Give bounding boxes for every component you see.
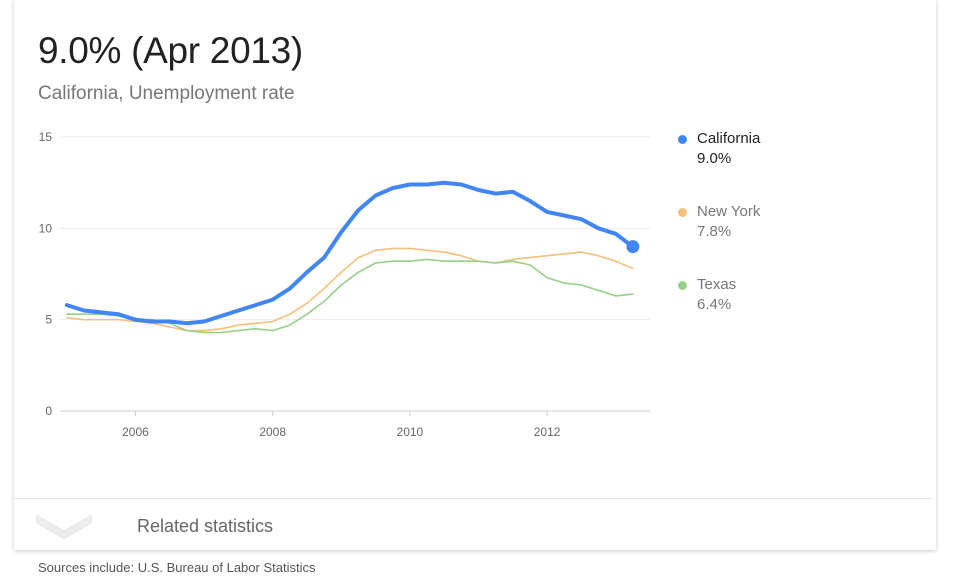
legend-series-value: 9.0%: [697, 150, 732, 167]
x-tick-label: 2012: [534, 425, 561, 439]
chart-subtitle: California, Unemployment rate: [38, 83, 295, 104]
series-line-california: [64, 180, 635, 326]
series-line-new-york: [66, 247, 634, 332]
legend-series-name: New York: [697, 203, 761, 220]
sources-note: Sources include: U.S. Bureau of Labor St…: [38, 560, 316, 575]
legend-dot: [678, 208, 687, 217]
x-tick-label: 2008: [259, 425, 286, 439]
x-tick-label: 2010: [397, 425, 424, 439]
chart-card: [14, 0, 936, 550]
legend-dot: [678, 135, 687, 144]
x-tick-label: 2006: [122, 425, 149, 439]
series-endpoint-california: [626, 240, 640, 254]
legend-dot: [678, 281, 687, 290]
headline-value: 9.0% (Apr 2013): [38, 30, 303, 71]
chevron-down-icon[interactable]: [36, 510, 92, 542]
legend-series-value: 7.8%: [697, 223, 732, 240]
y-tick-label: 0: [45, 404, 52, 418]
legend-series-name: California: [697, 130, 761, 147]
legend-series-name: Texas: [697, 276, 737, 293]
y-tick-label: 15: [39, 130, 53, 144]
y-tick-label: 10: [39, 221, 53, 235]
divider: [14, 498, 932, 499]
legend-series-value: 6.4%: [697, 296, 732, 313]
y-tick-label: 5: [45, 313, 52, 327]
related-statistics-link[interactable]: Related statistics: [137, 516, 274, 536]
